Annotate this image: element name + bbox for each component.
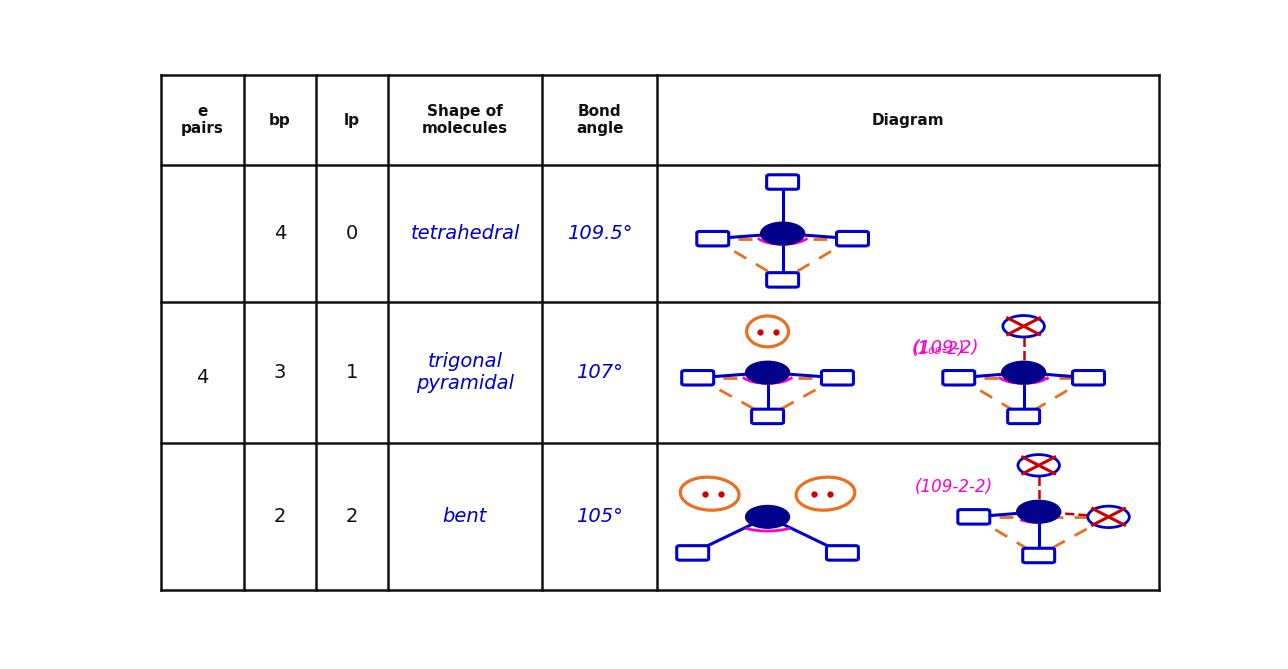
FancyBboxPatch shape [766,273,799,287]
FancyBboxPatch shape [752,409,783,423]
Circle shape [1016,500,1060,523]
Text: 1: 1 [345,363,358,382]
Text: (109-2): (109-2) [912,339,979,357]
Text: Bond
angle: Bond angle [576,104,623,136]
FancyBboxPatch shape [836,231,868,246]
Text: (1₀₉-2): (1₀₉-2) [912,341,966,359]
Circle shape [1018,455,1060,476]
Text: 4: 4 [273,224,286,243]
Text: 2: 2 [345,507,358,527]
Text: trigonal
pyramidal: trigonal pyramidal [416,352,514,393]
FancyBboxPatch shape [681,371,714,385]
Text: bent: bent [443,507,487,527]
Circle shape [1002,361,1046,384]
Circle shape [1003,316,1045,337]
FancyBboxPatch shape [822,371,854,385]
FancyBboxPatch shape [827,546,858,560]
Text: 105°: 105° [576,507,623,527]
FancyBboxPatch shape [1007,409,1039,423]
Text: °: ° [1007,330,1014,345]
Circle shape [746,361,790,384]
Text: lp: lp [344,112,359,128]
FancyBboxPatch shape [697,231,729,246]
FancyBboxPatch shape [1023,549,1055,563]
Text: (109-2-2): (109-2-2) [914,478,993,496]
Text: Diagram: Diagram [872,112,944,128]
FancyBboxPatch shape [766,175,799,189]
Text: 0: 0 [345,224,358,243]
Text: tetrahedral: tetrahedral [411,224,519,243]
Circle shape [1088,506,1130,528]
Text: 2: 2 [273,507,286,527]
Text: bp: bp [269,112,291,128]
Text: °: ° [1032,469,1039,482]
Text: 3: 3 [273,363,286,382]
Text: Shape of
molecules: Shape of molecules [422,104,507,136]
FancyBboxPatch shape [1073,371,1105,385]
Circle shape [761,222,805,245]
Text: 109.5°: 109.5° [567,224,632,243]
Text: e
pairs: e pairs [182,104,224,136]
Text: 4: 4 [196,368,209,387]
Text: 107°: 107° [576,363,623,382]
FancyBboxPatch shape [943,371,975,385]
FancyBboxPatch shape [676,546,708,560]
Circle shape [746,506,790,529]
FancyBboxPatch shape [958,510,989,524]
